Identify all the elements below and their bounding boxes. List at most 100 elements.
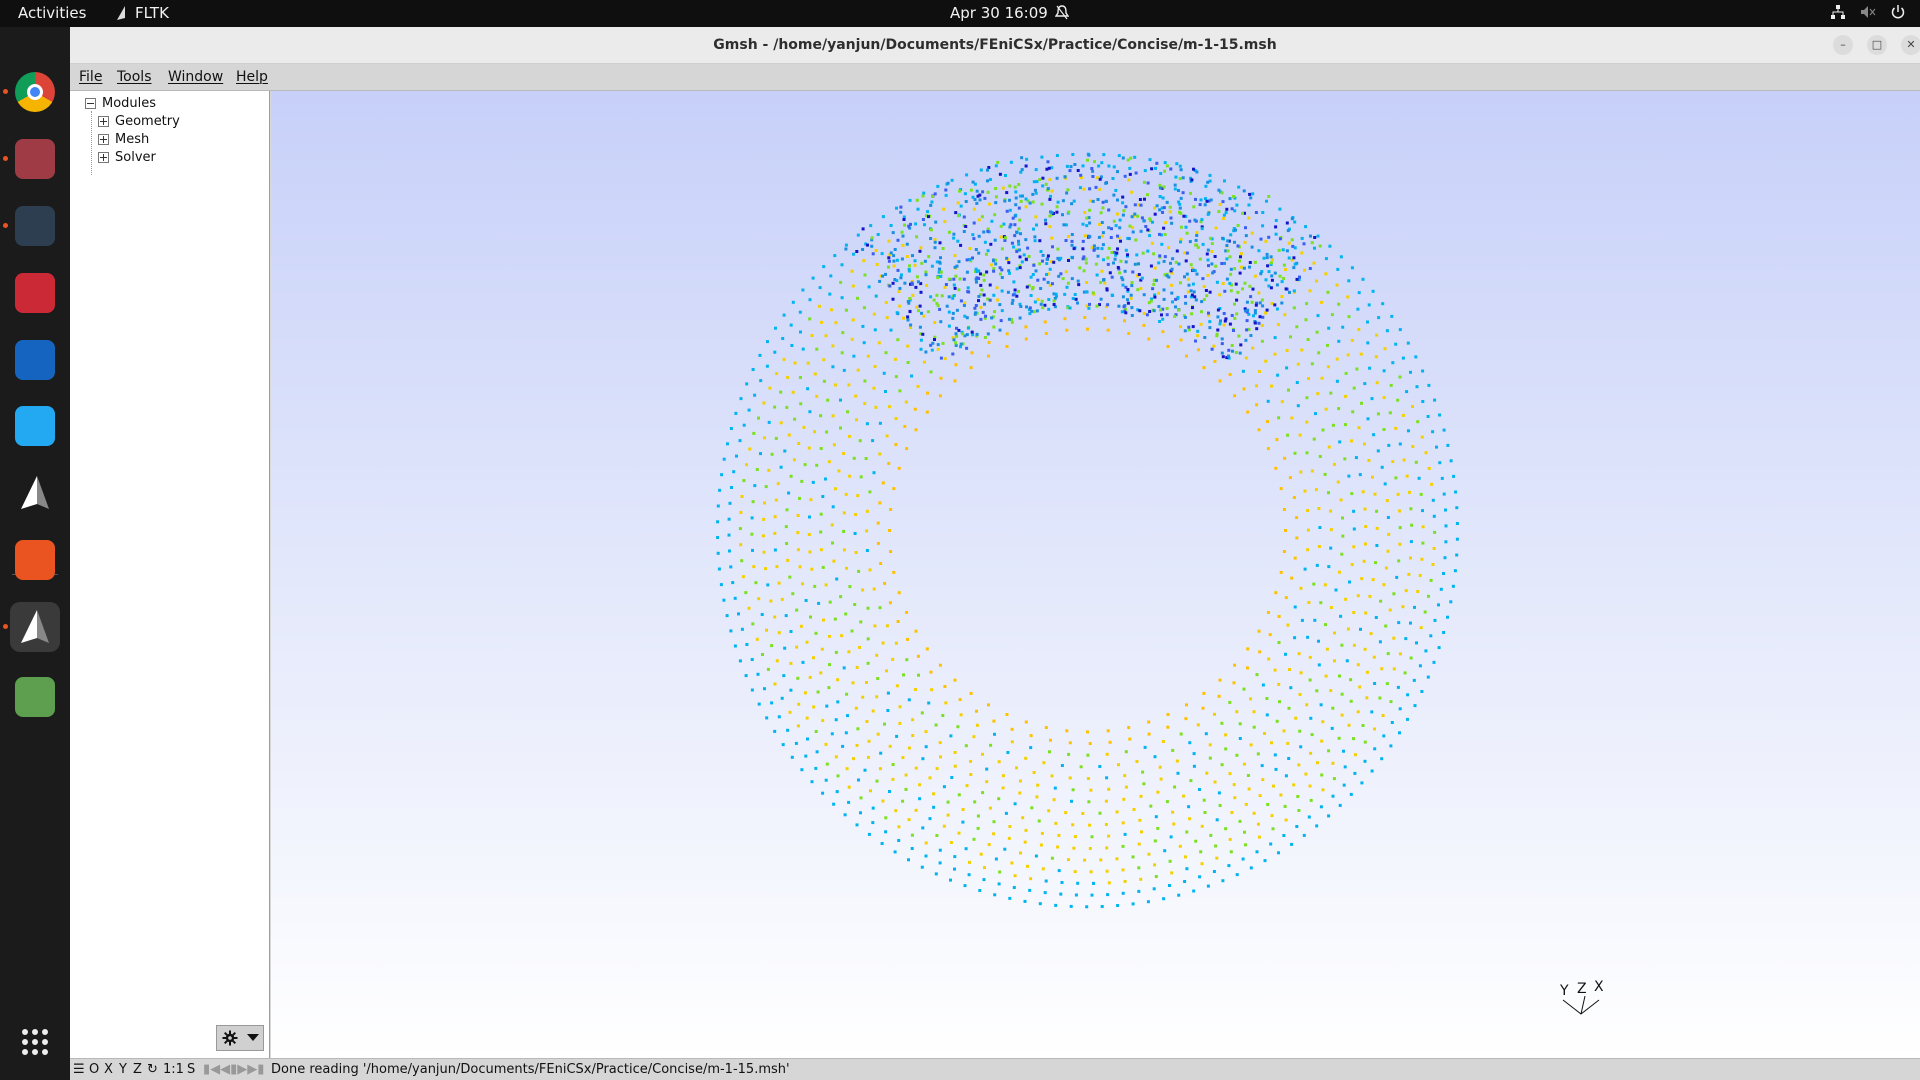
mesh-node [1160,313,1163,317]
expand-icon[interactable] [98,115,109,127]
mesh-node [1404,637,1408,641]
dock-item[interactable] [10,268,60,318]
mesh-node [1005,332,1009,336]
mesh-node [1382,428,1386,431]
mesh-node [854,513,858,516]
mesh-node [1001,786,1005,790]
mesh-node [1048,267,1052,271]
mesh-node [1401,356,1405,360]
dock-item[interactable] [10,401,60,451]
mesh-node [716,504,720,508]
animation-controls[interactable]: ▮◀◀▮▶▶▮ [203,1062,265,1077]
expand-icon[interactable] [98,151,109,163]
mesh-node [1133,155,1137,159]
menu-file[interactable]: File [79,69,103,85]
active-app-indicator[interactable]: FLTK [117,4,169,22]
tree-node-modules[interactable]: Modules [85,95,156,111]
window-titlebar[interactable]: Gmsh - /home/yanjun/Documents/FEniCSx/Pr… [70,27,1920,64]
mesh-node [869,224,873,228]
mesh-node [875,263,879,266]
menu-toggle-icon[interactable]: ☰ [73,1062,85,1077]
mesh-node [1295,825,1299,828]
menu-window[interactable]: Window [168,69,224,85]
view-origin-button[interactable]: O [89,1062,100,1077]
mesh-node [1370,397,1374,401]
close-button[interactable]: ✕ [1901,35,1920,55]
mesh-node [1339,255,1343,259]
mesh-node [1018,248,1021,252]
tree-node-geometry[interactable]: Geometry [98,113,180,129]
mesh-node [1091,199,1095,203]
mesh-node [866,755,870,759]
clock[interactable]: Apr 30 16:09 [950,4,1048,22]
snapshot-button[interactable]: S [187,1062,196,1077]
mesh-node [918,797,922,801]
mesh-node [1217,791,1221,795]
show-apps-button[interactable] [20,1027,50,1057]
dock-item[interactable] [3,201,60,251]
mesh-node [1047,298,1051,301]
mesh-node [1171,748,1175,752]
tree-node-mesh[interactable]: Mesh [98,131,149,147]
mesh-node [1118,226,1122,230]
mesh-node [832,443,836,447]
dock-item[interactable] [10,535,60,585]
menu-help[interactable]: Help [236,69,268,85]
mesh-node [1217,188,1221,192]
volume-muted-icon[interactable] [1860,4,1876,20]
mesh-node [992,820,996,824]
view-x-button[interactable]: X [104,1062,113,1077]
minimize-button[interactable]: – [1833,35,1853,55]
mesh-node [1376,449,1380,453]
mesh-node [819,671,823,675]
mesh-node [1163,233,1167,236]
mesh-node [1260,298,1264,302]
activities-button[interactable]: Activities [18,4,87,22]
dock-item[interactable] [10,672,60,722]
mesh-node [981,310,985,314]
maximize-button[interactable]: □ [1867,35,1887,55]
expand-icon[interactable] [98,133,109,145]
power-icon[interactable] [1890,4,1906,20]
mesh-node [1364,525,1368,528]
mesh-node [1266,447,1270,451]
mesh-node [924,745,928,749]
mesh-node [1091,291,1095,295]
mesh-node [861,324,865,328]
dock-item[interactable] [10,468,60,518]
view-z-button[interactable]: Z [133,1062,142,1077]
system-tray[interactable] [1830,4,1906,20]
notification-bell-icon[interactable] [1054,5,1070,25]
mesh-node [1224,733,1228,737]
mesh-node [955,326,958,330]
dock-item[interactable] [3,602,60,652]
collapse-icon[interactable] [85,97,96,109]
scale-1-1-button[interactable]: 1:1 [163,1062,184,1077]
mesh-node [1304,318,1308,322]
rotate-icon[interactable]: ↻ [147,1062,158,1077]
options-menu-button[interactable] [216,1025,264,1051]
dock-item[interactable] [10,335,60,385]
dock-item[interactable] [3,67,60,117]
mesh-node [766,340,769,344]
mesh-node [951,311,955,315]
mesh-node [1035,309,1039,313]
dock-item[interactable] [3,134,60,184]
mesh-node [1165,313,1169,317]
mesh-node [1196,334,1200,338]
mesh-node [899,276,903,280]
mesh-node [1308,289,1312,293]
graphics-viewport[interactable]: Y Z X [271,91,1920,1058]
mesh-node [1368,594,1372,598]
network-icon[interactable] [1830,4,1846,20]
mesh-node [1249,334,1253,337]
tree-node-solver[interactable]: Solver [98,149,156,165]
menu-tools[interactable]: Tools [117,69,152,85]
mesh-node [1011,293,1015,297]
mesh-node [1346,295,1350,299]
mesh-node [938,307,942,311]
mesh-node [817,601,821,605]
mesh-node [891,657,895,661]
view-y-button[interactable]: Y [119,1062,127,1077]
mesh-node [981,752,984,756]
